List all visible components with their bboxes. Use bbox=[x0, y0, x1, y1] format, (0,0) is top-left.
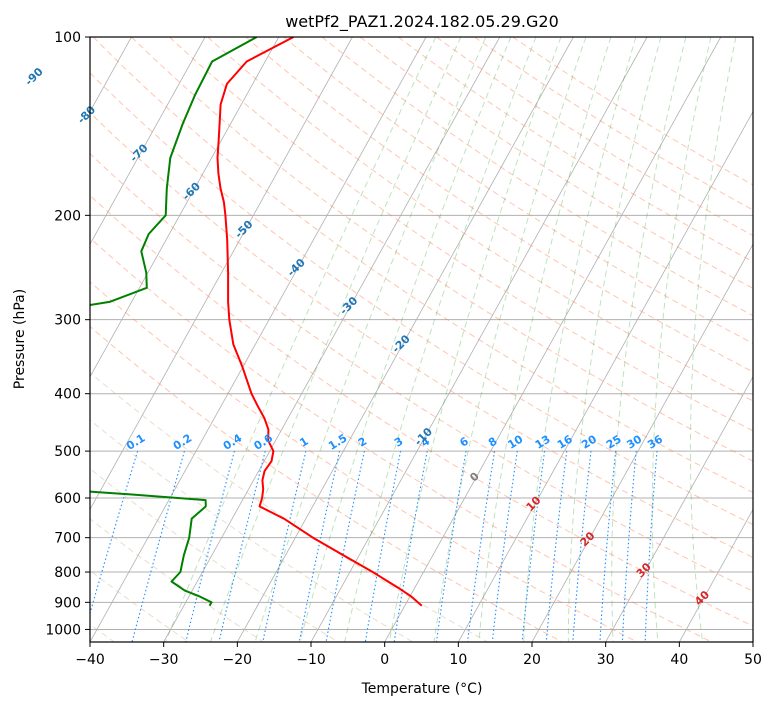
moist-adiabat bbox=[165, 37, 437, 642]
plot-frame bbox=[89, 36, 754, 643]
mixing-ratio-line bbox=[491, 451, 518, 642]
isotherm-line bbox=[90, 37, 353, 511]
y-tick-label: 800 bbox=[54, 565, 81, 581]
mixing-ratio-line bbox=[218, 450, 266, 642]
moist-adiabat bbox=[254, 37, 487, 642]
y-tick-label: 300 bbox=[54, 313, 81, 329]
dry-adiabat bbox=[283, 37, 753, 344]
isotherm-line bbox=[457, 110, 753, 642]
dry-adiabat bbox=[169, 37, 753, 432]
y-tick-label: 100 bbox=[54, 30, 81, 46]
chart-title: wetPf2_PAZ1.2024.182.05.29.G20 bbox=[285, 12, 559, 32]
moist-adiabat bbox=[651, 37, 712, 642]
moist-adiabat bbox=[299, 37, 512, 642]
mixing-ratio-line bbox=[466, 451, 496, 642]
mixing-ratio-line bbox=[545, 451, 568, 642]
y-tick-label: 600 bbox=[54, 491, 81, 507]
profile-series bbox=[90, 37, 423, 607]
moist-adiabat bbox=[567, 37, 662, 642]
y-tick-label: 500 bbox=[54, 444, 81, 460]
isotherm-line bbox=[310, 37, 648, 642]
x-tick-label: −40 bbox=[75, 652, 105, 668]
moist-adiabat bbox=[433, 37, 587, 642]
isotherm-line bbox=[90, 37, 206, 246]
moist-adiabat bbox=[209, 37, 462, 642]
x-tick-label: −10 bbox=[296, 652, 326, 668]
mixing-ratio-line bbox=[364, 450, 402, 642]
y-tick-label: 1000 bbox=[45, 622, 81, 638]
mixing-ratio-line bbox=[185, 450, 235, 642]
isotherm-line bbox=[236, 37, 574, 642]
y-axis-ticks: 100 200 300 400 500 600 700 800 900 1000 bbox=[45, 30, 90, 638]
isotherm-line bbox=[90, 37, 427, 642]
dry-adiabat bbox=[131, 37, 753, 462]
mixing-ratio-line bbox=[262, 450, 307, 642]
dry-adiabat bbox=[245, 37, 753, 373]
isotherm-line bbox=[163, 37, 501, 642]
mixing-ratio-line bbox=[298, 450, 341, 642]
dry-adiabat bbox=[90, 194, 753, 627]
x-axis-ticks: −40 −30 −20 −10 0 10 20 30 40 50 bbox=[75, 642, 762, 668]
isotherm-line bbox=[605, 375, 753, 642]
x-tick-label: 50 bbox=[744, 652, 762, 668]
mixing-ratio-line bbox=[393, 450, 428, 642]
x-tick-label: 20 bbox=[523, 652, 541, 668]
isotherm-line bbox=[90, 37, 280, 378]
mixing-ratio-line bbox=[621, 451, 637, 642]
mixing-ratio-line bbox=[599, 451, 617, 642]
dry-adiabat bbox=[359, 37, 753, 289]
x-tick-label: 40 bbox=[670, 652, 688, 668]
dry-adiabat bbox=[90, 112, 753, 559]
x-tick-label: −20 bbox=[223, 652, 253, 668]
moist-adiabat bbox=[611, 37, 687, 642]
moist-adiabat bbox=[689, 37, 737, 642]
y-tick-label: 700 bbox=[54, 531, 81, 547]
mixing-ratio-line bbox=[435, 451, 467, 642]
isotherm-line bbox=[384, 37, 722, 642]
isotherm-line bbox=[678, 508, 753, 642]
mixing-ratio-line bbox=[325, 450, 365, 642]
x-tick-label: −30 bbox=[149, 652, 179, 668]
moist-adiabat bbox=[344, 37, 537, 642]
x-tick-label: 30 bbox=[597, 652, 615, 668]
y-tick-label: 200 bbox=[54, 208, 81, 224]
mixing-ratio-line bbox=[644, 451, 658, 642]
mixing-ratio-line bbox=[572, 451, 592, 642]
mixing-ratio-line bbox=[131, 450, 185, 642]
dry-adiabat bbox=[474, 37, 753, 211]
dry-adiabat bbox=[90, 281, 638, 642]
y-axis-label: Pressure (hPa) bbox=[12, 289, 28, 389]
isotherm-line bbox=[531, 243, 753, 642]
dewpoint-profile-line bbox=[90, 37, 258, 607]
x-tick-label: 10 bbox=[449, 652, 467, 668]
y-tick-label: 900 bbox=[54, 595, 81, 611]
dry-adiabat bbox=[90, 237, 712, 642]
y-tick-label: 400 bbox=[54, 387, 81, 403]
background-lines bbox=[90, 37, 753, 642]
temperature-profile-line bbox=[216, 37, 423, 607]
x-axis-label: Temperature (°C) bbox=[361, 681, 483, 697]
moist-adiabat bbox=[523, 37, 637, 642]
dry-adiabat bbox=[92, 37, 753, 494]
x-tick-label: 0 bbox=[380, 652, 389, 668]
mixing-ratio-line bbox=[521, 451, 546, 642]
dry-adiabat bbox=[90, 72, 753, 526]
moist-adiabat bbox=[478, 37, 612, 642]
dry-adiabat bbox=[90, 325, 563, 642]
